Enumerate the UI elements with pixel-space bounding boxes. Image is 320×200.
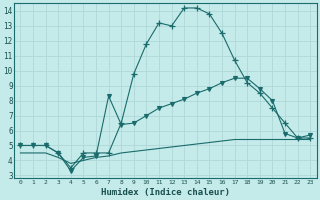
X-axis label: Humidex (Indice chaleur): Humidex (Indice chaleur) (101, 188, 230, 197)
